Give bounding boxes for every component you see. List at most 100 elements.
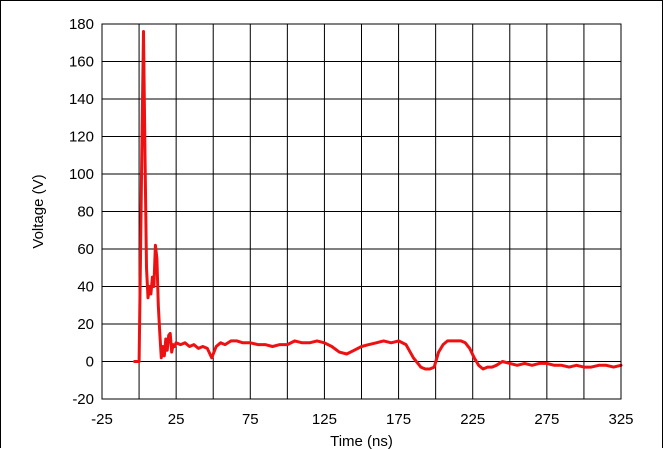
data-point: [404, 343, 408, 346]
data-point: [560, 364, 563, 367]
data-point: [338, 350, 341, 354]
data-point: [133, 360, 136, 363]
data-point: [428, 367, 431, 371]
data-point: [464, 341, 467, 344]
data-point: [516, 364, 519, 367]
data-point: [455, 339, 458, 343]
data-point: [459, 339, 463, 343]
x-tick-label: 75: [242, 411, 259, 428]
data-point: [278, 343, 282, 346]
data-point: [140, 135, 144, 138]
data-point: [249, 341, 252, 344]
data-point: [367, 343, 371, 346]
plot-area-border: [101, 23, 622, 400]
data-point: [151, 275, 154, 279]
data-point: [412, 356, 415, 359]
data-point: [382, 339, 385, 343]
data-point: [167, 334, 170, 337]
y-tick-label: 20: [77, 316, 94, 333]
data-point: [172, 343, 175, 346]
data-point: [145, 266, 148, 269]
data-point: [206, 347, 209, 350]
data-point: [446, 339, 449, 343]
data-point: [538, 362, 541, 365]
data-point: [419, 365, 422, 369]
data-point: [160, 356, 163, 359]
data-point: [241, 341, 245, 344]
data-point: [158, 332, 161, 335]
data-point: [142, 30, 145, 33]
data-point: [323, 341, 326, 344]
data-point: [508, 362, 511, 365]
data-point: [530, 364, 534, 367]
data-point: [197, 347, 200, 350]
data-point: [271, 345, 274, 348]
data-point: [174, 341, 178, 344]
data-point: [149, 292, 153, 296]
data-point: [567, 365, 571, 369]
data-point: [345, 352, 348, 356]
data-point: [597, 364, 600, 367]
data-point: [192, 343, 196, 346]
data-point: [219, 341, 222, 344]
y-tick-label: 160: [69, 54, 94, 71]
data-point: [360, 345, 363, 348]
data-point: [437, 350, 440, 354]
data-point: [612, 365, 615, 369]
series-layer: [133, 30, 623, 371]
data-point: [210, 356, 213, 359]
data-point: [286, 343, 289, 346]
data-point: [450, 339, 454, 343]
data-point: [424, 367, 427, 371]
data-point: [163, 354, 166, 358]
y-tick-label: -20: [72, 391, 94, 408]
data-point: [375, 341, 378, 344]
data-point: [495, 364, 498, 367]
data-point: [582, 365, 586, 369]
data-point: [137, 360, 141, 363]
data-point: [164, 337, 167, 341]
data-point: [433, 365, 436, 369]
data-point: [169, 332, 172, 335]
x-tick-label: 225: [460, 411, 485, 428]
data-point: [215, 345, 218, 348]
data-point: [152, 285, 156, 288]
y-axis-ticks: -20 0 20 40 60 80 100 120 140 160 180: [69, 16, 94, 408]
x-tick-label: 125: [312, 411, 337, 428]
y-axis-title: Voltage (V): [30, 174, 47, 248]
data-point: [397, 339, 400, 343]
data-point: [490, 365, 494, 369]
data-point: [468, 347, 471, 350]
data-point: [161, 345, 164, 348]
x-tick-label: 275: [534, 411, 559, 428]
data-point: [301, 341, 304, 344]
y-tick-label: 40: [77, 279, 94, 296]
data-point: [154, 244, 157, 247]
y-tick-label: 180: [69, 16, 94, 33]
y-tick-label: 0: [86, 354, 94, 371]
grid: [102, 24, 621, 399]
x-tick-label: 175: [386, 411, 411, 428]
data-point: [223, 343, 227, 346]
data-point: [201, 345, 204, 348]
x-axis-title: Time (ns): [330, 433, 393, 449]
data-point: [188, 345, 191, 348]
data-point: [308, 341, 311, 344]
data-point: [501, 360, 504, 363]
y-tick-label: 140: [69, 91, 94, 108]
data-point: [352, 349, 356, 352]
x-tick-label: 25: [168, 411, 185, 428]
data-point: [441, 343, 445, 346]
data-point: [486, 365, 489, 369]
data-point: [473, 356, 476, 359]
data-point: [148, 285, 151, 288]
data-point: [605, 364, 608, 367]
data-point: [390, 341, 393, 344]
data-point: [139, 247, 142, 251]
x-axis-ticks: -25 25 75 125 175 225 275 325: [91, 411, 633, 428]
data-point: [481, 367, 485, 371]
data-point: [170, 350, 173, 354]
data-point: [256, 343, 259, 346]
data-point: [183, 341, 187, 344]
